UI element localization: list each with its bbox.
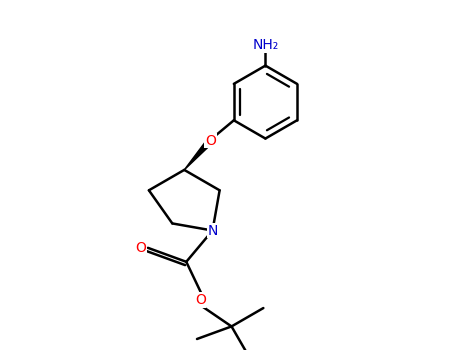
Text: O: O xyxy=(205,134,216,148)
Text: O: O xyxy=(195,293,206,307)
Text: O: O xyxy=(135,241,146,255)
Text: NH₂: NH₂ xyxy=(252,38,278,52)
Polygon shape xyxy=(184,142,210,170)
Text: N: N xyxy=(207,224,218,238)
